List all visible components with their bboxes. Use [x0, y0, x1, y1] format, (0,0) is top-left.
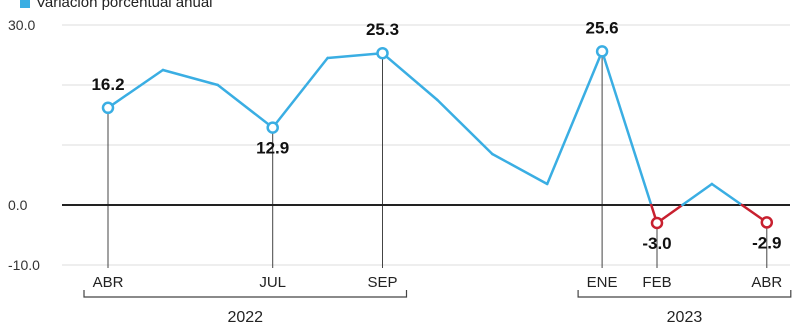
x-tick-label: ABR [751, 274, 782, 291]
series-line-segment [271, 56, 329, 129]
data-point-marker [376, 46, 389, 60]
data-point-marker [266, 121, 279, 134]
series-line-segment [161, 68, 220, 87]
series-line-segment [491, 152, 549, 186]
year-label: 2023 [667, 309, 703, 326]
x-tick-label: ABR [93, 274, 124, 291]
data-label: -2.9 [752, 233, 781, 252]
series-line-segment [681, 182, 714, 207]
y-tick-label: -10.0 [8, 257, 40, 273]
data-label: -3.0 [642, 234, 671, 253]
legend-swatch [20, 0, 30, 8]
data-label: 16.2 [91, 75, 124, 94]
data-label: 25.6 [586, 18, 619, 37]
x-tick-label: ENE [587, 274, 618, 291]
data-point-marker [101, 101, 115, 115]
data-point-marker [760, 216, 774, 229]
x-tick-label: SEP [367, 274, 397, 291]
x-tick-label: JUL [259, 274, 286, 291]
chart-subtitle: Variación porcentual anual [36, 0, 213, 11]
year-bracket [83, 290, 408, 298]
y-tick-label: 30.0 [8, 17, 35, 33]
year-label: 2022 [227, 309, 263, 326]
data-point-marker [650, 216, 664, 230]
series-line-segment [106, 68, 165, 110]
series-line-segment [710, 182, 744, 207]
data-label: 12.9 [256, 139, 289, 158]
year-bracket [577, 290, 792, 298]
series-line-segment [436, 98, 494, 156]
series-line-segment [381, 51, 439, 102]
data-label: 25.3 [366, 20, 399, 39]
series-line-segment [600, 50, 653, 207]
series-line-segment [326, 51, 384, 60]
data-point-marker [595, 45, 609, 58]
x-tick-label: FEB [642, 274, 671, 291]
series-line-segment [545, 50, 604, 186]
y-tick-label: 0.0 [8, 197, 28, 213]
series-line-segment [216, 83, 274, 129]
